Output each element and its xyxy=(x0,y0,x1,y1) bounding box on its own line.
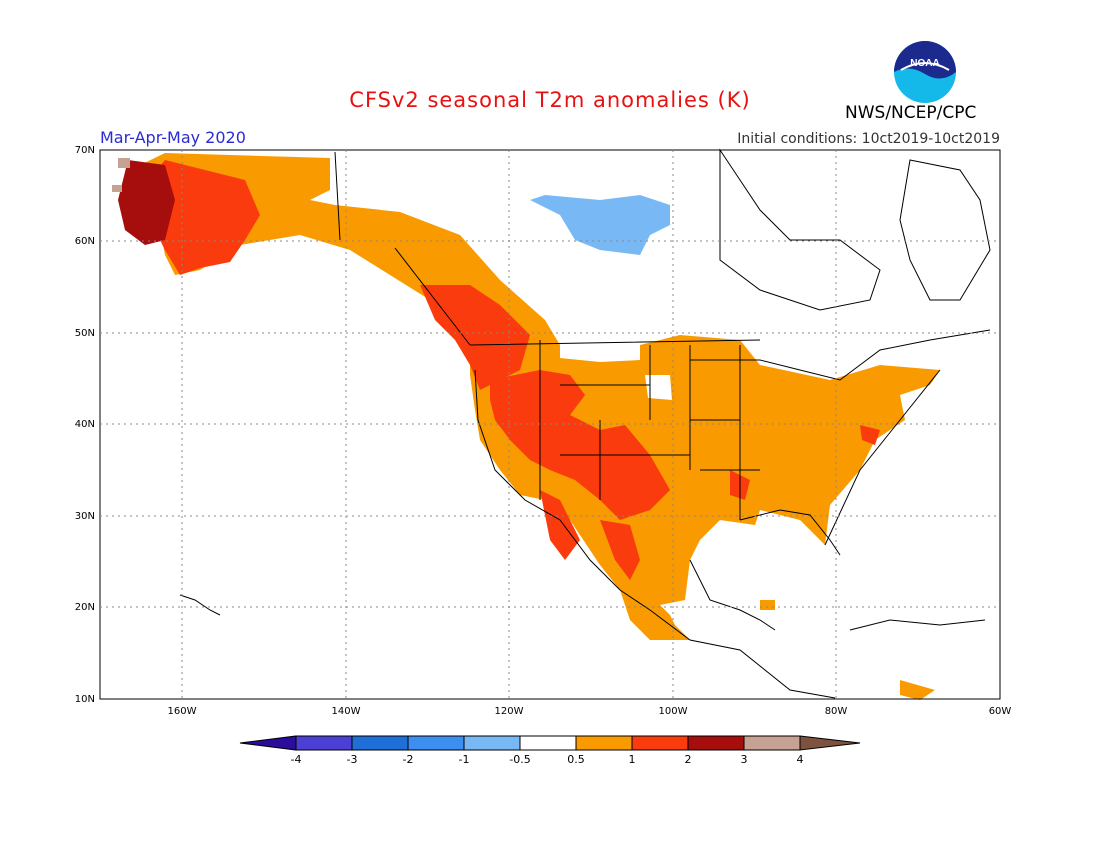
legend-swatch xyxy=(519,735,577,751)
legend-label: 1 xyxy=(629,753,636,766)
logo-text: NOAA xyxy=(910,58,939,69)
lon-tick: 160W xyxy=(168,706,197,717)
graticule xyxy=(100,150,1000,699)
anomaly-shading xyxy=(112,153,940,700)
map-title: CFSv2 seasonal T2m anomalies (K) xyxy=(349,88,751,112)
initial-conditions-label: Initial conditions: 10ct2019-10ct2019 xyxy=(737,131,1000,147)
lon-tick: 60W xyxy=(989,706,1012,717)
legend-swatch xyxy=(295,735,353,751)
legend-swatch xyxy=(687,735,745,751)
legend-swatch xyxy=(631,735,689,751)
legend-label: -2 xyxy=(403,753,414,766)
legend-label: -0.5 xyxy=(509,753,530,766)
lat-tick: 50N xyxy=(75,328,95,339)
lon-tick: 120W xyxy=(495,706,524,717)
coastlines xyxy=(179,148,991,699)
org-label: NWS/NCEP/CPC xyxy=(845,103,977,123)
season-label: Mar-Apr-May 2020 xyxy=(100,128,246,147)
legend-swatch xyxy=(575,735,633,751)
lon-tick: 100W xyxy=(659,706,688,717)
lat-tick: 60N xyxy=(75,236,95,247)
lat-tick: 30N xyxy=(75,511,95,522)
legend-swatch xyxy=(743,735,801,751)
lon-tick: 80W xyxy=(825,706,848,717)
lat-tick: 70N xyxy=(75,145,95,156)
lon-axis: 160W 140W 120W 100W 80W 60W xyxy=(168,706,1012,717)
legend-label: 4 xyxy=(797,753,804,766)
legend-arrow-high xyxy=(799,735,861,751)
noaa-logo: NOAA xyxy=(894,41,956,103)
legend-label: -3 xyxy=(347,753,358,766)
lat-axis: 70N 60N 50N 40N 30N 20N 10N xyxy=(75,145,95,705)
lon-tick: 140W xyxy=(332,706,361,717)
legend-swatch xyxy=(351,735,409,751)
legend-label: 2 xyxy=(685,753,692,766)
legend-label: 0.5 xyxy=(567,753,585,766)
legend-swatch xyxy=(407,735,465,751)
lat-tick: 40N xyxy=(75,419,95,430)
legend-label: 3 xyxy=(741,753,748,766)
legend-arrow-low xyxy=(239,735,297,751)
legend-label: -4 xyxy=(291,753,302,766)
color-legend: -4 -3 -2 -1 -0.5 0.5 1 2 3 4 xyxy=(239,735,861,766)
lat-tick: 10N xyxy=(75,694,95,705)
lat-tick: 20N xyxy=(75,602,95,613)
legend-label: -1 xyxy=(459,753,470,766)
legend-swatch xyxy=(463,735,521,751)
